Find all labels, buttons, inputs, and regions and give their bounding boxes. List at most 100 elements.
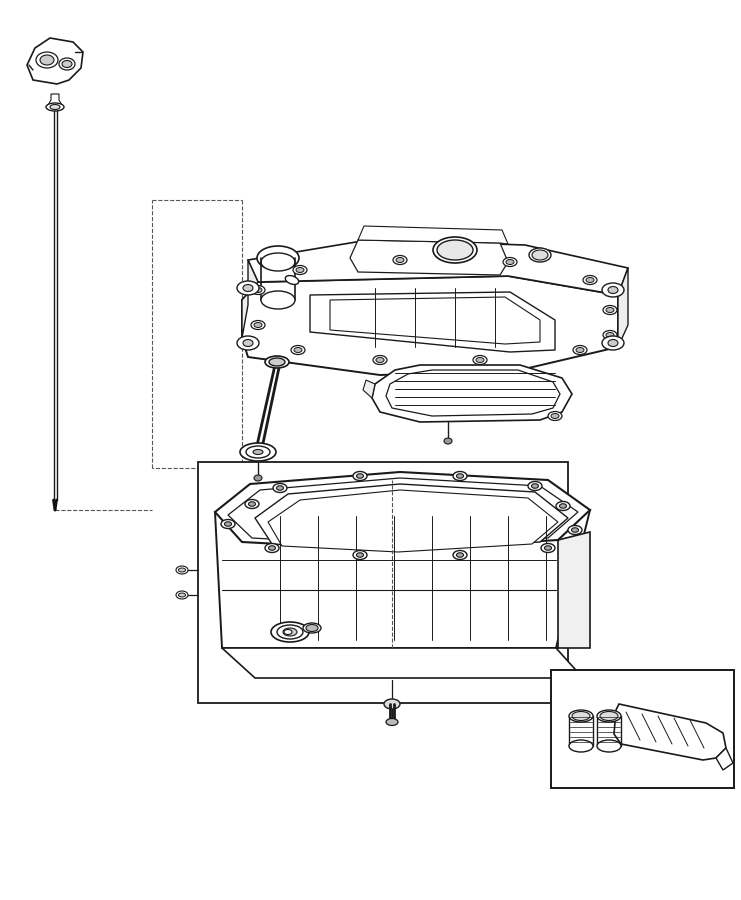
Polygon shape	[215, 472, 590, 550]
Ellipse shape	[572, 712, 590, 721]
Ellipse shape	[268, 545, 276, 550]
Ellipse shape	[237, 336, 259, 350]
Ellipse shape	[606, 332, 614, 338]
Ellipse shape	[603, 305, 617, 314]
Ellipse shape	[265, 544, 279, 553]
Ellipse shape	[602, 336, 624, 350]
Ellipse shape	[551, 413, 559, 418]
Ellipse shape	[269, 358, 285, 366]
Polygon shape	[268, 490, 558, 552]
Ellipse shape	[293, 266, 307, 274]
Ellipse shape	[503, 257, 517, 266]
Polygon shape	[556, 532, 590, 648]
Ellipse shape	[603, 330, 617, 339]
Ellipse shape	[225, 522, 231, 526]
Polygon shape	[716, 748, 733, 770]
Ellipse shape	[36, 52, 58, 68]
Ellipse shape	[569, 740, 593, 752]
Ellipse shape	[303, 623, 321, 633]
Polygon shape	[248, 240, 628, 295]
Ellipse shape	[600, 712, 618, 721]
Ellipse shape	[532, 250, 548, 260]
Ellipse shape	[246, 446, 270, 458]
Ellipse shape	[254, 475, 262, 481]
Ellipse shape	[50, 104, 60, 110]
Ellipse shape	[291, 346, 305, 355]
Ellipse shape	[548, 411, 562, 420]
Ellipse shape	[261, 291, 295, 309]
Bar	[551, 670, 734, 788]
Ellipse shape	[473, 356, 487, 364]
Ellipse shape	[306, 625, 318, 632]
Ellipse shape	[40, 55, 54, 65]
Ellipse shape	[179, 593, 185, 597]
Ellipse shape	[179, 568, 185, 572]
Ellipse shape	[433, 237, 477, 263]
Ellipse shape	[453, 472, 467, 481]
Ellipse shape	[541, 544, 555, 553]
Polygon shape	[242, 260, 258, 338]
Ellipse shape	[476, 357, 484, 363]
Polygon shape	[363, 380, 375, 398]
Ellipse shape	[396, 257, 404, 263]
Ellipse shape	[248, 502, 256, 506]
Ellipse shape	[296, 267, 304, 273]
Ellipse shape	[240, 443, 276, 461]
Ellipse shape	[257, 246, 299, 270]
Ellipse shape	[356, 473, 364, 478]
Ellipse shape	[606, 308, 614, 312]
Ellipse shape	[597, 710, 621, 722]
Ellipse shape	[597, 740, 621, 752]
Ellipse shape	[456, 553, 464, 557]
Ellipse shape	[243, 284, 253, 292]
Ellipse shape	[506, 259, 514, 265]
Ellipse shape	[251, 285, 265, 294]
Ellipse shape	[373, 356, 387, 364]
Ellipse shape	[245, 500, 259, 508]
Ellipse shape	[176, 566, 188, 574]
Polygon shape	[614, 704, 726, 760]
Ellipse shape	[573, 346, 587, 355]
Ellipse shape	[437, 240, 473, 260]
Ellipse shape	[569, 710, 593, 722]
Ellipse shape	[453, 551, 467, 560]
Ellipse shape	[602, 283, 624, 297]
Ellipse shape	[384, 699, 400, 709]
Ellipse shape	[254, 322, 262, 328]
Ellipse shape	[586, 277, 594, 283]
Ellipse shape	[528, 482, 542, 490]
Polygon shape	[350, 240, 508, 275]
Ellipse shape	[253, 449, 263, 454]
Ellipse shape	[221, 519, 235, 528]
Ellipse shape	[529, 248, 551, 262]
Ellipse shape	[62, 60, 72, 68]
Polygon shape	[310, 292, 555, 352]
Ellipse shape	[531, 484, 539, 488]
Ellipse shape	[559, 504, 567, 508]
Ellipse shape	[243, 339, 253, 346]
Ellipse shape	[251, 320, 265, 329]
Ellipse shape	[393, 256, 407, 265]
Polygon shape	[215, 510, 590, 648]
Ellipse shape	[46, 103, 64, 111]
Polygon shape	[618, 268, 628, 347]
Ellipse shape	[356, 553, 364, 557]
Ellipse shape	[271, 622, 309, 642]
Ellipse shape	[59, 58, 75, 70]
Polygon shape	[27, 38, 83, 84]
Ellipse shape	[456, 473, 464, 478]
Ellipse shape	[276, 486, 284, 491]
Ellipse shape	[294, 347, 302, 353]
Ellipse shape	[283, 628, 297, 636]
Ellipse shape	[608, 339, 618, 346]
Ellipse shape	[608, 286, 618, 293]
Polygon shape	[47, 94, 63, 107]
Ellipse shape	[285, 275, 299, 284]
Ellipse shape	[265, 356, 289, 368]
Ellipse shape	[568, 526, 582, 535]
Polygon shape	[358, 226, 508, 244]
Ellipse shape	[353, 472, 367, 481]
Ellipse shape	[583, 275, 597, 284]
Polygon shape	[222, 648, 583, 678]
Ellipse shape	[273, 483, 287, 492]
